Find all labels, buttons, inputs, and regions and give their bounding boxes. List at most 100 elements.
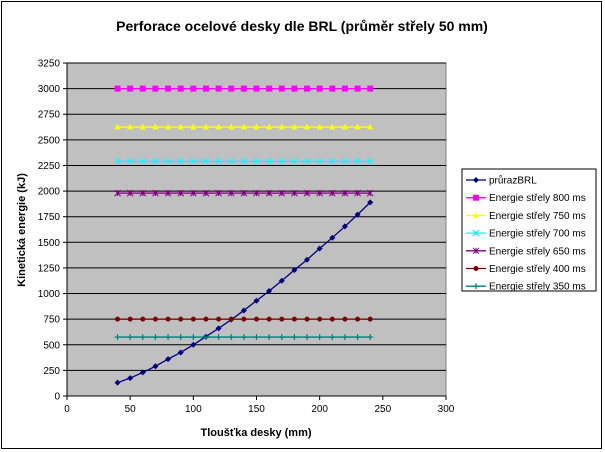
y-tick-label: 2500 [38, 135, 61, 146]
data-point [253, 189, 260, 197]
data-point [202, 189, 210, 197]
data-point [304, 334, 311, 341]
data-point [316, 157, 324, 165]
data-point [202, 123, 209, 130]
data-point [303, 157, 311, 165]
data-point [265, 157, 273, 165]
series-2 [114, 85, 374, 92]
y-tick-label: 2250 [38, 161, 61, 172]
data-point [304, 123, 311, 130]
chart-title: Perforace ocelové desky dle BRL (průměr … [116, 18, 488, 34]
data-point [127, 375, 134, 382]
legend-item: Energie střely 700 ms [466, 229, 586, 240]
y-tick-label: 500 [43, 340, 60, 351]
data-point [329, 316, 335, 322]
y-tick-label: 250 [43, 366, 60, 377]
data-point [367, 316, 373, 322]
data-point [473, 194, 479, 201]
data-point [127, 123, 134, 130]
data-point [341, 189, 349, 197]
data-point [304, 256, 311, 263]
data-point [114, 379, 121, 386]
data-point [316, 245, 323, 252]
data-point [279, 316, 285, 322]
data-point [240, 123, 247, 130]
data-point [473, 266, 479, 271]
plot-area [66, 62, 447, 397]
series-layer [114, 85, 374, 386]
data-point [265, 189, 273, 197]
data-point [266, 85, 273, 92]
legend-item: Energie střely 800 ms [466, 193, 586, 204]
data-point [215, 334, 222, 341]
y-tick-label: 2750 [38, 110, 61, 121]
data-point [139, 189, 147, 197]
legend-box [461, 168, 597, 292]
data-point [216, 316, 222, 322]
data-point [354, 334, 361, 341]
data-point [114, 85, 121, 92]
data-point [114, 189, 121, 197]
legend-label: průrazBRL [489, 175, 537, 187]
data-point [266, 334, 273, 341]
data-point [329, 334, 336, 341]
data-point [215, 157, 223, 165]
y-axis-title: Kinetická energie (kJ) [16, 173, 28, 287]
y-tick-label: 1250 [38, 263, 61, 274]
data-point [240, 334, 247, 341]
data-point [355, 316, 361, 322]
data-point [341, 223, 348, 230]
data-point [139, 85, 146, 92]
series-3 [114, 123, 374, 130]
data-point [266, 316, 272, 322]
legend-label: Energie střely 700 ms [489, 229, 586, 240]
data-point [354, 189, 361, 197]
data-point [139, 369, 146, 376]
legend-item: průrazBRL [466, 175, 537, 187]
x-tick-label: 100 [185, 404, 202, 415]
data-point [472, 247, 480, 255]
data-point [140, 316, 146, 322]
data-point [291, 123, 298, 130]
data-point [354, 157, 361, 165]
legend-label: Energie střely 650 ms [489, 246, 586, 257]
data-point [354, 85, 361, 92]
legend-label: Energie střely 750 ms [489, 211, 586, 222]
x-tick-label: 250 [374, 404, 391, 415]
data-point [473, 211, 479, 218]
data-point [127, 334, 134, 341]
data-point [472, 229, 480, 237]
y-tick-label: 2000 [38, 187, 61, 198]
y-tick-label: 3250 [38, 59, 61, 70]
data-point [329, 85, 336, 92]
axes: 0250500750100012501500175020002250250027… [38, 59, 455, 416]
data-point [266, 287, 273, 294]
data-point [253, 157, 260, 165]
data-point [367, 334, 374, 341]
data-point [215, 123, 222, 130]
data-point [240, 85, 247, 92]
data-point [228, 334, 235, 341]
data-point [152, 363, 159, 370]
data-point [354, 123, 361, 130]
data-point [253, 85, 260, 92]
data-point [278, 277, 285, 284]
data-point [114, 334, 121, 341]
data-point [203, 316, 209, 322]
data-point [278, 123, 285, 130]
x-axis-title: Tloušťka desky (mm) [200, 427, 311, 439]
legend-item: Energie střely 350 ms [466, 282, 586, 293]
legend: průrazBRL Energie střely 800 ms Energie st… [461, 168, 597, 293]
data-point [291, 316, 297, 322]
x-tick-label: 50 [125, 404, 137, 415]
data-point [215, 85, 222, 92]
data-point [291, 189, 298, 197]
data-point [304, 316, 310, 322]
data-point [304, 85, 311, 92]
legend-label: Energie střely 350 ms [489, 282, 586, 293]
data-point [190, 341, 197, 348]
data-point [367, 123, 374, 130]
data-point [227, 189, 235, 197]
data-point [152, 85, 159, 92]
